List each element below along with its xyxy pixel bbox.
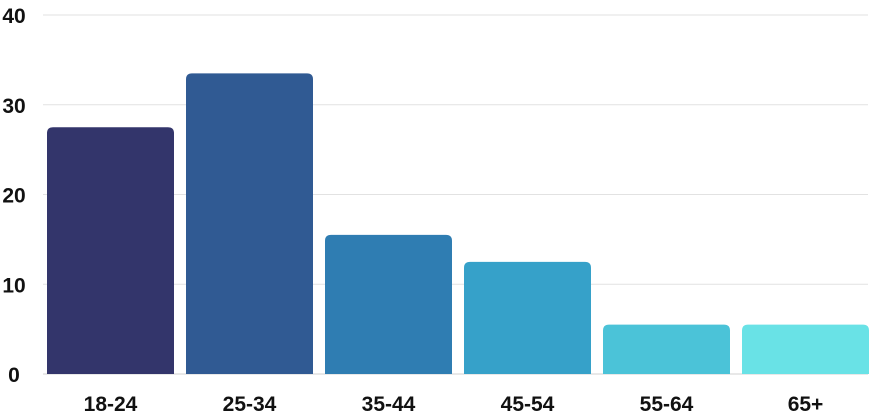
x-tick-label: 35-44 xyxy=(362,393,416,416)
bar-25-34[interactable] xyxy=(186,73,313,375)
x-axis: 18-24 25-34 35-44 45-54 55-64 65+ xyxy=(84,393,824,416)
x-tick-label: 55-64 xyxy=(640,393,694,416)
bar-18-24[interactable] xyxy=(47,127,174,374)
grid-lines xyxy=(43,14,868,375)
y-tick-label: 30 xyxy=(2,95,25,118)
bar-55-64[interactable] xyxy=(603,324,730,374)
x-tick-label: 65+ xyxy=(788,393,824,416)
x-tick-label: 18-24 xyxy=(84,393,138,416)
bars xyxy=(47,73,869,375)
y-tick-label: 0 xyxy=(8,364,20,387)
y-tick-label: 40 xyxy=(2,5,25,28)
y-tick-label: 10 xyxy=(2,274,25,297)
bar-35-44[interactable] xyxy=(325,234,452,374)
x-tick-label: 45-54 xyxy=(501,393,555,416)
y-axis: 0 10 20 30 40 xyxy=(2,5,25,387)
y-tick-label: 20 xyxy=(2,185,25,208)
bar-45-54[interactable] xyxy=(464,261,591,374)
x-tick-label: 25-34 xyxy=(223,393,277,416)
bar-65plus[interactable] xyxy=(742,324,869,374)
